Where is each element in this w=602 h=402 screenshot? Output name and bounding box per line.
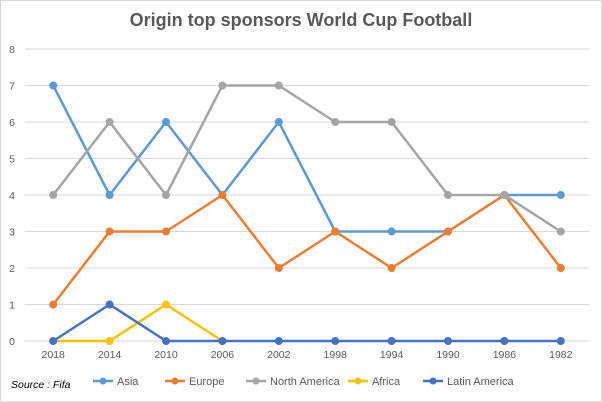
legend-item-europe: Europe xyxy=(165,376,224,388)
y-tick-label: 3 xyxy=(9,227,15,239)
data-point-asia xyxy=(556,191,565,199)
legend-label: Africa xyxy=(372,376,401,388)
series-europe xyxy=(49,191,565,309)
y-tick-label: 8 xyxy=(9,44,15,56)
data-point-north-america xyxy=(500,191,509,199)
legend: Asia Europe North America Africa Latin Ameri… xyxy=(93,376,515,388)
series-line-latin-america xyxy=(52,303,561,343)
x-tick-label: 2002 xyxy=(267,349,291,361)
y-tick-label: 5 xyxy=(9,154,15,166)
x-tick-label: 1990 xyxy=(436,349,460,361)
data-point-latin-america xyxy=(218,337,227,345)
data-point-latin-america xyxy=(331,337,340,345)
data-point-africa xyxy=(105,337,114,345)
legend-label: Asia xyxy=(117,376,139,388)
x-tick-label: 2018 xyxy=(42,349,66,361)
data-point-north-america xyxy=(162,191,170,199)
data-point-north-america xyxy=(105,118,114,126)
data-point-asia xyxy=(105,191,114,199)
data-point-latin-america xyxy=(387,337,396,345)
x-axis-ticks: 2018 2014 2010 2006 2002 1998 1994 1990 1986 1982 xyxy=(42,349,573,361)
data-point-asia xyxy=(387,227,396,236)
data-point-europe xyxy=(274,264,283,272)
data-point-latin-america xyxy=(105,300,114,309)
data-point-latin-america xyxy=(274,337,283,345)
y-tick-label: 4 xyxy=(9,190,15,202)
x-tick-label: 2006 xyxy=(211,349,235,361)
legend-item-asia: Asia xyxy=(93,376,139,388)
data-point-latin-america xyxy=(162,337,170,345)
legend-label: Latin America xyxy=(447,376,515,388)
legend-swatch-marker xyxy=(171,377,179,385)
series-latin-america xyxy=(49,300,565,345)
data-point-north-america xyxy=(387,118,396,126)
data-point-north-america xyxy=(556,227,565,236)
data-point-north-america xyxy=(274,81,283,90)
chart-title: Origin top sponsors World Cup Football xyxy=(130,10,473,30)
data-point-latin-america xyxy=(444,337,452,345)
series-line-north-america xyxy=(52,84,562,233)
x-tick-label: 2014 xyxy=(98,349,122,361)
data-point-north-america xyxy=(331,118,340,126)
data-point-europe xyxy=(105,227,114,236)
legend-item-africa: Africa xyxy=(348,376,401,388)
data-point-europe xyxy=(162,227,170,236)
y-tick-label: 7 xyxy=(9,81,15,93)
y-tick-label: 0 xyxy=(9,336,15,348)
source-note: Source : Fifa xyxy=(11,379,71,391)
series-line-europe xyxy=(52,193,562,306)
data-point-europe xyxy=(49,300,58,309)
data-point-north-america xyxy=(49,191,58,199)
data-point-asia xyxy=(49,81,58,90)
legend-item-latin-america: Latin America xyxy=(423,376,515,388)
legend-label: North America xyxy=(270,376,341,388)
data-point-europe xyxy=(556,264,565,272)
y-tick-label: 6 xyxy=(9,117,15,129)
data-point-europe xyxy=(331,227,340,236)
y-axis-ticks: 0 1 2 3 4 5 6 7 8 xyxy=(9,44,15,348)
data-point-europe xyxy=(444,227,452,236)
data-point-europe xyxy=(387,264,396,272)
data-point-latin-america xyxy=(500,337,509,345)
legend-swatch-marker xyxy=(429,377,437,385)
legend-label: Europe xyxy=(189,376,224,388)
legend-swatch-marker xyxy=(252,377,260,385)
x-tick-label: 1986 xyxy=(493,349,517,361)
data-point-asia xyxy=(162,118,170,126)
data-point-latin-america xyxy=(49,337,58,345)
data-point-africa xyxy=(162,300,170,309)
x-tick-label: 1994 xyxy=(380,349,404,361)
y-tick-label: 1 xyxy=(9,300,15,312)
data-point-asia xyxy=(274,118,283,126)
series-north-america xyxy=(49,81,565,236)
data-point-north-america xyxy=(444,191,452,199)
legend-item-north-america: North America xyxy=(246,376,341,388)
data-point-north-america xyxy=(218,81,227,90)
legend-swatch-marker xyxy=(354,377,362,385)
data-point-latin-america xyxy=(556,337,565,345)
data-point-europe xyxy=(218,191,227,199)
series-group xyxy=(49,81,565,345)
x-tick-label: 2010 xyxy=(154,349,178,361)
x-tick-label: 1998 xyxy=(324,349,348,361)
legend-swatch-marker xyxy=(99,377,107,385)
x-tick-label: 1982 xyxy=(549,349,573,361)
y-tick-label: 2 xyxy=(9,263,15,275)
